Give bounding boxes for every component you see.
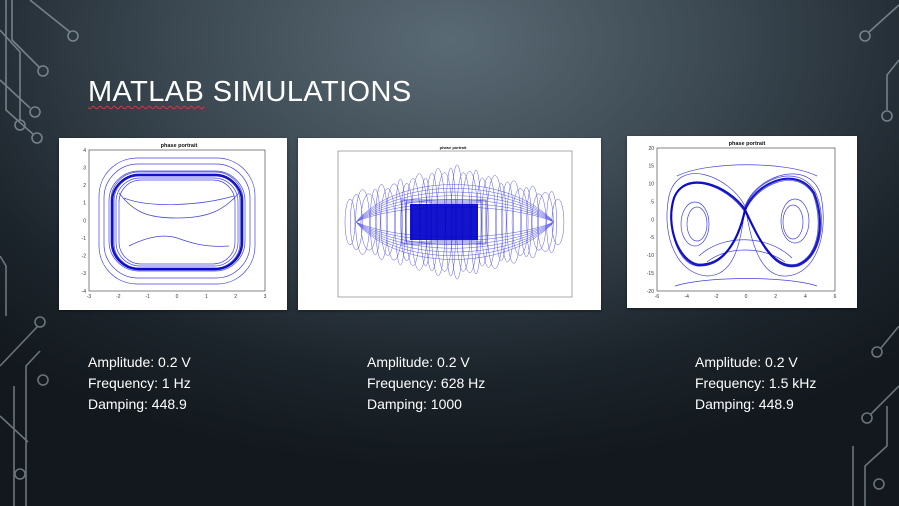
y-tick-label: -5 xyxy=(650,235,655,241)
trajectory-dense-band xyxy=(110,173,244,271)
y-tick-label: 1 xyxy=(83,201,86,207)
x-tick-label: 3 xyxy=(264,294,267,300)
trajectory-loop xyxy=(537,192,554,252)
phase-portrait-image-1: phase portrait -3 -2 -1 0 1 2 3 4 3 2 1 0 -1 -2 -3 -4 xyxy=(59,138,287,310)
plot-frame xyxy=(88,149,266,292)
x-tick-label: 2 xyxy=(774,294,777,300)
plot-title: phase portrait xyxy=(161,143,198,149)
damping-label: Damping: 448.9 xyxy=(695,396,794,412)
x-tick-label: -3 xyxy=(87,294,92,300)
amplitude-label: Amplitude: 0.2 V xyxy=(88,354,191,370)
phase-portrait-plot-2: phase portrait xyxy=(337,145,573,298)
trajectory-dense-band xyxy=(670,177,821,267)
x-tick-label: 2 xyxy=(234,294,237,300)
y-tick-label: -4 xyxy=(82,289,87,295)
y-tick-label: 0 xyxy=(651,217,654,223)
amplitude-label: Amplitude: 0.2 V xyxy=(367,354,470,370)
circuit-decoration-bottom-right xyxy=(852,326,899,506)
damping-label: Damping: 1000 xyxy=(367,396,462,412)
trajectory-loop xyxy=(350,194,363,250)
y-tick-label: 20 xyxy=(648,146,654,152)
y-tick-label: -20 xyxy=(647,289,654,295)
trajectory-loop xyxy=(551,198,565,246)
trajectory-loop xyxy=(506,180,522,264)
y-tick-label: -15 xyxy=(647,271,654,277)
x-tick-label: 6 xyxy=(834,294,837,300)
y-tick-label: 2 xyxy=(83,183,86,189)
frequency-label: Frequency: 628 Hz xyxy=(367,375,486,391)
circuit-decoration-top-right xyxy=(859,4,899,122)
y-tick-label: -1 xyxy=(82,236,87,242)
trajectory-loop xyxy=(375,184,388,260)
plot-frame xyxy=(656,147,836,292)
trajectory-loop xyxy=(355,189,370,255)
trajectory-loop xyxy=(495,182,507,262)
phase-portrait-image-3: phase portrait -6 -4 -2 0 2 4 6 20 15 10 5 0 -5 -10-… xyxy=(627,136,857,308)
trajectory-loop xyxy=(481,176,496,268)
simulation-parameters-3: Amplitude: 0.2 V Frequency: 1.5 kHz Damp… xyxy=(695,352,816,415)
phase-portrait-image-2: phase portrait xyxy=(298,138,601,310)
damping-label: Damping: 448.9 xyxy=(88,396,187,412)
x-tick-label: 0 xyxy=(176,294,179,300)
plot-title: phase portrait xyxy=(440,145,467,150)
trajectory-loop xyxy=(531,193,547,251)
phase-portrait-plot-3: phase portrait -6 -4 -2 0 2 4 6 20151050-5-10-… xyxy=(647,141,837,300)
x-tick-label: -2 xyxy=(714,294,719,300)
y-tick-label: 0 xyxy=(83,218,86,224)
circuit-decoration-bottom-left xyxy=(0,256,49,506)
x-tick-label: -2 xyxy=(116,294,121,300)
x-tick-label: 1 xyxy=(205,294,208,300)
trajectory-loop xyxy=(546,191,557,253)
y-tick-label: 4 xyxy=(83,148,86,154)
trajectory-envelope xyxy=(355,184,555,260)
x-tick-label: -6 xyxy=(655,294,660,300)
trajectory-curves xyxy=(98,157,256,285)
simulation-parameters-2: Amplitude: 0.2 V Frequency: 628 Hz Dampi… xyxy=(367,352,485,415)
y-tick-label: -3 xyxy=(82,271,87,277)
trajectory-loop xyxy=(526,185,539,259)
frequency-label: Frequency: 1 Hz xyxy=(88,375,191,391)
slide-title: MATLAB SIMULATIONS xyxy=(88,76,412,109)
slide-title-word-simulations: SIMULATIONS xyxy=(212,76,412,108)
amplitude-label: Amplitude: 0.2 V xyxy=(695,354,798,370)
y-tick-label: 3 xyxy=(83,165,86,171)
trajectory-loop xyxy=(380,188,396,256)
x-tick-label: -4 xyxy=(684,294,689,300)
y-tick-label: 10 xyxy=(648,182,654,188)
plot-title: phase portrait xyxy=(729,141,766,147)
trajectory-loop xyxy=(511,188,529,256)
y-tick-label: 5 xyxy=(651,199,654,205)
slide-title-word-matlab: MATLAB xyxy=(88,76,205,108)
x-tick-label: 0 xyxy=(745,294,748,300)
trajectory-loop xyxy=(486,175,504,269)
trajectory-loop xyxy=(395,178,406,266)
trajectory-loop xyxy=(369,188,381,256)
circuit-decoration-top-left xyxy=(0,0,79,144)
trajectory-loop xyxy=(344,198,356,246)
y-tick-label: -2 xyxy=(82,254,87,260)
trajectory-loop xyxy=(360,193,378,251)
simulation-parameters-1: Amplitude: 0.2 V Frequency: 1 Hz Damping… xyxy=(88,352,191,415)
y-tick-label: 15 xyxy=(648,164,654,170)
x-tick-label: 4 xyxy=(804,294,807,300)
trajectory-dense-core xyxy=(410,204,478,240)
x-tick-label: -1 xyxy=(145,294,150,300)
trajectory-loop xyxy=(501,181,514,263)
frequency-label: Frequency: 1.5 kHz xyxy=(695,375,817,391)
y-tick-label: -10 xyxy=(647,253,654,259)
plot-frame xyxy=(337,150,573,298)
trajectory-loop xyxy=(521,187,532,257)
